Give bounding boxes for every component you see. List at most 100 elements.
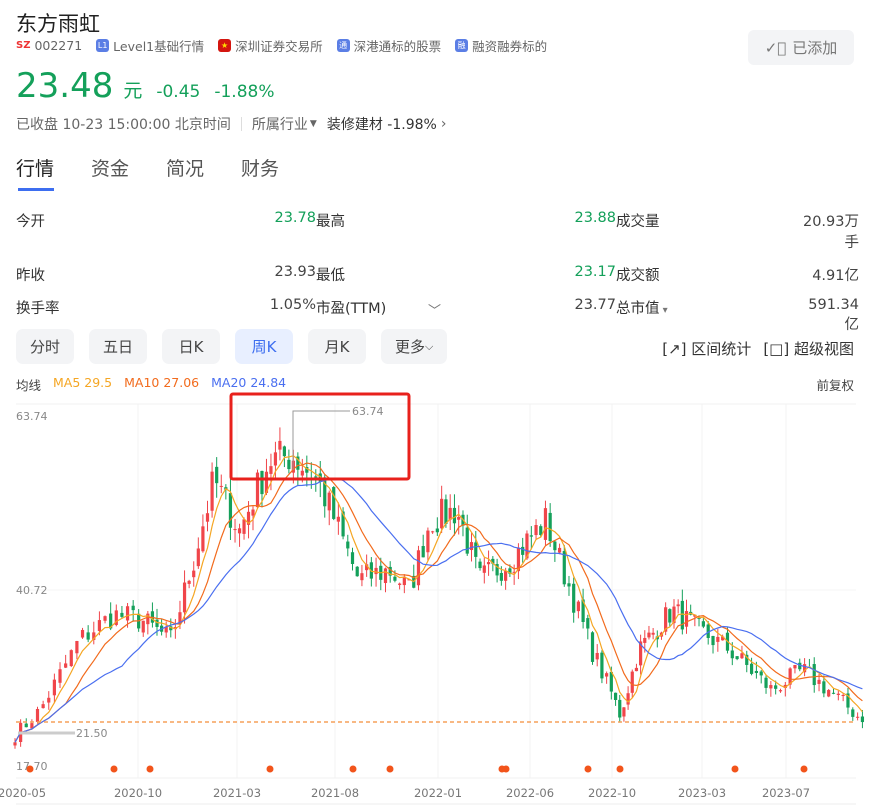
industry-link[interactable]: 装修建材 -1.98% [326,117,437,133]
ktab-more[interactable]: 更多 ⌵ [381,329,448,364]
candle-body [47,697,51,703]
stat-label: 最高 [316,214,345,230]
stat-label: 总市值 [616,301,660,317]
candle-body [716,636,720,642]
candle-body [543,508,548,540]
tab-finance[interactable]: 财务 [241,158,280,180]
candle-body [836,693,840,695]
candle-body [764,677,768,688]
margin-icon: 融 [455,39,469,52]
active-tab-indicator [18,188,54,191]
tag-margin[interactable]: 融融资融券标的 [455,36,547,55]
candle-body [576,601,580,612]
event-marker [26,765,34,773]
candle-body [557,547,562,553]
candle-body [639,641,643,666]
caret-down-icon[interactable]: ▾ [659,305,668,316]
candle-body [749,663,754,674]
stat-label: 成交额 [616,268,660,284]
candle-body [548,512,552,542]
x-tick-label: 2022-10 [588,786,636,800]
event-marker [386,765,394,773]
ma-label: 均线 [16,378,42,393]
candle-body [491,558,495,564]
ma20-line [14,478,863,743]
candle-body [323,477,327,507]
adjust-selector[interactable]: 前复权 [816,378,854,393]
candle-body [178,612,182,625]
candle-body [793,665,797,669]
candle-body [740,653,744,659]
candle-body [237,528,242,534]
super-view-button[interactable]: [□] 超级视图 [763,340,854,358]
candle-body [69,650,73,667]
tag-exchange[interactable]: ★ 深圳证券交易所 [218,36,323,55]
tab-profile[interactable]: 简况 [166,158,205,180]
stat-label: 换手率 [16,301,60,317]
added-button[interactable]: ✓⃝ 已添加 [748,30,854,65]
stat-value: 4.91亿 [812,268,859,284]
candle-body [296,456,300,470]
y-tick-label: 40.72 [16,584,48,597]
candle-body [469,542,474,551]
candle-body [730,650,734,659]
tab-quote[interactable]: 行情 [16,158,55,180]
candle-body [482,565,486,573]
candle-body [146,613,150,625]
candle-body [534,525,538,536]
candle-body [336,516,340,522]
ktab-intraday[interactable]: 分时 [16,329,75,364]
tag-connect[interactable]: 通深港通标的股票 [336,36,441,55]
y-tick-label: 63.74 [16,410,48,423]
range-stats-button[interactable]: [↗] 区间统计 [662,340,752,358]
candle-body [35,708,40,722]
candle-body [305,467,309,473]
event-marker [146,765,154,773]
candle-body [300,470,304,476]
candle-body [539,526,543,536]
candle-body [478,561,482,569]
stat-label: 今开 [16,214,45,230]
candle-body [80,629,85,638]
chevron-right-icon[interactable]: › [440,116,447,132]
china-flag-icon: ★ [218,39,232,52]
tag-level1[interactable]: L1 Level1基础行情 [96,39,205,54]
ktab-weekly[interactable]: 周K [235,329,294,364]
ktab-daily[interactable]: 日K [162,329,221,364]
candle-body [398,583,402,585]
tab-funds[interactable]: 资金 [91,158,130,180]
candle-body [553,541,557,551]
stock-name: 东方雨虹 [16,12,100,36]
candle-body [444,499,448,524]
candle-body [831,692,836,694]
market-badge: SZ [16,40,31,51]
stat-value: 23.17 [574,264,616,280]
stat-value: 20.93万手 [802,214,859,251]
candle-body [618,699,622,718]
candle-body [643,637,647,643]
candle-body [269,466,273,474]
candle-body [721,636,725,641]
event-marker [266,765,274,773]
candle-body [273,452,278,466]
candle-body [402,576,406,586]
expand-chevron-icon[interactable]: ﹀ [428,304,442,319]
candle-body [512,571,516,573]
candle-body [754,670,758,673]
candle-body [486,562,491,565]
candle-body [103,616,107,621]
ktab-5day[interactable]: 五日 [89,329,148,364]
x-tick-label: 2021-03 [213,786,261,800]
ma20-value: MA20 24.84 [211,375,287,390]
candle-body [851,709,855,717]
ktab-monthly[interactable]: 月K [308,329,367,364]
industry-label[interactable]: 所属行业 [251,117,308,133]
candle-body [783,684,787,689]
candle-body [182,582,187,613]
candle-body [769,685,773,689]
max-label: 63.74 [352,405,384,418]
stock-code: 002271 [34,38,83,53]
main-tabs: 行情 资金 简况 财务 [16,154,279,181]
candle-body [210,471,214,511]
